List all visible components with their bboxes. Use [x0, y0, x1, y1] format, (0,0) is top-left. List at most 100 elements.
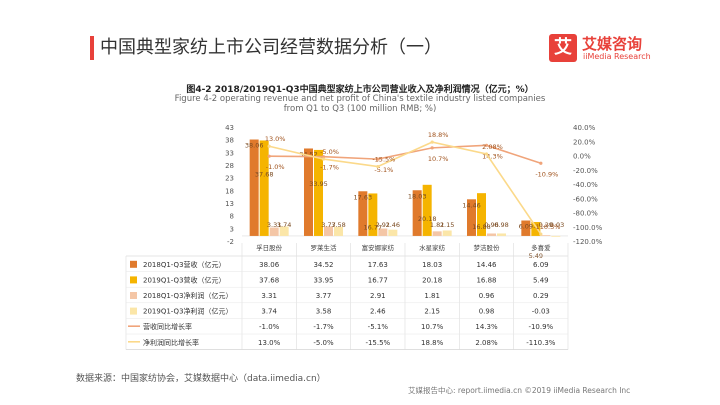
figure-title-en-line2: from Q1 to Q3 (100 million RMB; %) [283, 104, 437, 114]
legend-swatch [130, 292, 137, 299]
line-point [430, 146, 434, 150]
line-data-label: 14.3% [482, 152, 503, 160]
table-cell: 2.15 [424, 308, 440, 316]
table-cell: 0.29 [533, 292, 549, 300]
bar-data-label: 38.06 [245, 142, 264, 150]
bar-data-label: 18.03 [408, 192, 427, 200]
bar-2 [422, 184, 432, 236]
table-cell: 17.63 [368, 261, 388, 269]
table-cell: 5.49 [533, 276, 549, 284]
logo-text-en: iiMedia Research [583, 52, 651, 61]
line-point [539, 232, 543, 236]
report-center-footer: 艾媒报告中心: report.iimedia.cn ©2019 iiMedia … [408, 386, 631, 395]
table-cell: -0.03 [532, 308, 550, 316]
left-axis-tick-label: 28 [225, 162, 234, 170]
bar-data-label: 0.29 [539, 221, 553, 229]
left-axis-tick-label: 8 [230, 213, 234, 221]
category-label: 梦洁股份 [474, 243, 501, 252]
table-cell: 0.96 [479, 292, 495, 300]
category-label: 富安娜家纺 [362, 243, 395, 252]
bar-data-label: 0.96 [484, 221, 498, 229]
bar-4 [497, 233, 506, 236]
bar-2 [477, 193, 486, 236]
table-cell: 3.58 [316, 308, 332, 316]
line-point [267, 144, 271, 148]
bar-data-label: 17.63 [354, 193, 373, 201]
left-axis-tick-label: 33 [225, 149, 234, 157]
bar-data-label: 3.58 [331, 221, 345, 229]
bar-1 [249, 139, 259, 236]
category-label: 孚日股份 [256, 243, 283, 252]
table-cell: 3.74 [261, 308, 277, 316]
bar-data-label: 16.77 [364, 223, 383, 231]
bar-2 [314, 149, 323, 236]
legend-swatch [130, 307, 137, 315]
table-cell: 18.03 [422, 261, 442, 269]
bar-data-label: 6.09 [519, 223, 533, 231]
left-axis-tick-label: 23 [225, 175, 234, 183]
bar-4 [442, 230, 452, 236]
logo-text-cn: 艾媒咨询 [582, 35, 643, 53]
legend-label: 净利润同比增长率 [143, 338, 199, 347]
left-axis-tick-label: -2 [227, 238, 234, 246]
bar-data-label: 1.81 [430, 221, 444, 229]
figure-title-en: Figure 4-2 operating revenue and net pro… [0, 94, 720, 114]
bar-data-label: 2.15 [440, 221, 454, 229]
figure-title-en-line1: Figure 4-2 operating revenue and net pro… [174, 94, 546, 104]
legend-label: 营收同比增长率 [143, 322, 192, 331]
line-series-2 [268, 141, 542, 235]
bar-3 [432, 231, 442, 236]
table-cell: 16.77 [368, 276, 388, 284]
line-data-label: -5.1% [374, 166, 393, 174]
title-accent-bar [90, 36, 94, 60]
legend-label: 2019Q1-Q3净利润（亿元） [143, 307, 233, 316]
line-data-label: 18.8% [428, 131, 449, 139]
line-data-label: -110.3% [533, 223, 560, 231]
bar-data-label: 16.88 [472, 223, 491, 231]
bar-2 [531, 222, 541, 236]
bar-3 [541, 235, 551, 236]
table-cell: 3.31 [261, 292, 277, 300]
table-cell: 33.95 [313, 276, 333, 284]
bar-data-label: 3.31 [267, 221, 281, 229]
bar-1 [358, 191, 368, 236]
bar-1 [521, 220, 531, 236]
right-axis-tick-label: -20.0% [573, 167, 598, 175]
bar-4 [388, 229, 398, 236]
line-point [539, 161, 543, 165]
line-data-label: 10.7% [428, 155, 449, 163]
logo-mark-icon: 艾 [549, 34, 577, 62]
table-cell: 10.7% [421, 323, 444, 331]
legend-label: 2018Q1-Q3营收（亿元） [143, 260, 226, 269]
table-cell: 13.0% [258, 339, 281, 347]
bar-data-label: 2.91 [376, 221, 390, 229]
bar-4 [279, 226, 289, 236]
table-cell: 2.46 [370, 308, 386, 316]
bar-data-label: 0.98 [494, 221, 508, 229]
table-cell: 1.81 [424, 292, 440, 300]
bar-3 [487, 233, 496, 236]
right-axis-tick-label: 20.0% [573, 138, 596, 146]
table-cell: -15.5% [365, 339, 390, 347]
table-cell: -10.9% [528, 323, 553, 331]
bar-3 [378, 228, 388, 236]
table-cell: 2.08% [475, 339, 498, 347]
right-axis-tick-label: -60.0% [573, 195, 598, 203]
line-data-label: -1.0% [266, 163, 285, 171]
table-cell: 6.09 [533, 261, 549, 269]
iimedia-logo: 艾 艾媒咨询 iiMedia Research [549, 34, 674, 66]
table-cell: -1.0% [259, 323, 280, 331]
left-axis-tick-label: 13 [225, 200, 234, 208]
bar-data-label: 3.77 [321, 221, 335, 229]
bar-3 [324, 226, 333, 236]
table-cell: -1.7% [313, 323, 334, 331]
line-data-label: 2.08% [482, 143, 503, 151]
table-cell: 16.88 [476, 276, 496, 284]
right-axis-tick-label: 0.0% [573, 153, 591, 161]
bar-2 [368, 193, 378, 236]
line-data-label: -1.7% [320, 164, 339, 172]
table-cell: -5.1% [368, 323, 389, 331]
bar-1 [304, 148, 313, 236]
line-data-label: -15.5% [372, 156, 395, 164]
